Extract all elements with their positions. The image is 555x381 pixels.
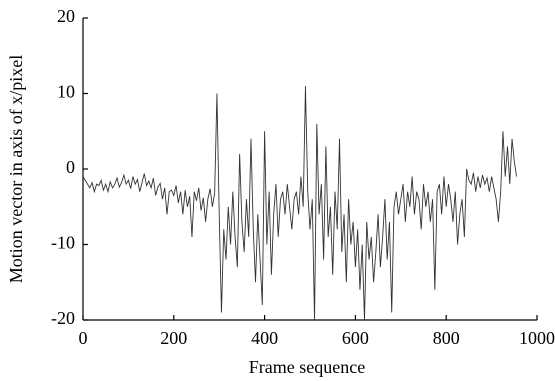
y-tick-label: -10 [51, 233, 75, 253]
y-tick-label: 10 [57, 82, 75, 102]
y-tick-label: -20 [51, 308, 75, 328]
y-axis-label: Motion vector in axis of x/pixel [6, 55, 26, 283]
x-tick-label: 400 [251, 328, 278, 348]
y-tick-label: 20 [57, 6, 75, 26]
x-axis-label: Frame sequence [249, 357, 365, 377]
x-tick-label: 1000 [519, 328, 555, 348]
x-tick-label: 800 [433, 328, 460, 348]
line [82, 85, 518, 321]
x-tick-label: 0 [79, 328, 88, 348]
x-tick-label: 200 [160, 328, 187, 348]
y-tick-label: 0 [66, 157, 75, 177]
x-tick-label: 600 [342, 328, 369, 348]
